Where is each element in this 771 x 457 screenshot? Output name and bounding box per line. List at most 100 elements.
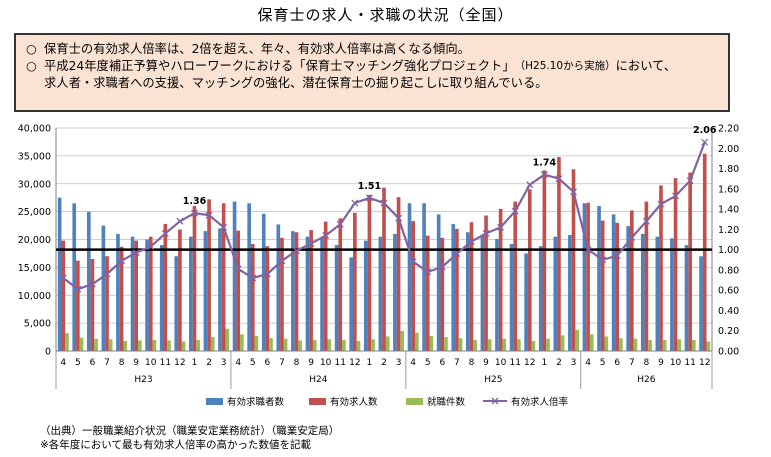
bar-placements: [458, 338, 463, 351]
x-tick-label: 5: [75, 358, 81, 368]
bar-seekers: [684, 245, 689, 351]
y-left-tick-label: 15,000: [18, 263, 51, 274]
bar-seekers: [305, 236, 310, 351]
bar-placements: [283, 338, 288, 351]
y-right-tick-label: 0.40: [718, 306, 739, 317]
bar-seekers: [597, 206, 601, 351]
x-tick-label: 8: [644, 358, 650, 368]
bar-seekers: [640, 233, 645, 351]
bar-openings: [513, 201, 518, 351]
ratio-marker: [497, 223, 505, 231]
bullet-mark: ○: [26, 42, 37, 56]
ratio-marker: [176, 217, 184, 225]
bar-seekers: [72, 203, 77, 351]
year-label: H26: [637, 375, 655, 385]
bar-placements: [662, 339, 667, 351]
bar-placements: [487, 339, 492, 351]
x-tick-label: 1: [541, 358, 547, 368]
bar-openings: [76, 260, 80, 351]
bar-seekers: [480, 235, 485, 351]
ratio-marker: [424, 268, 432, 276]
bar-openings: [396, 197, 401, 351]
ratio-marker: [526, 181, 534, 189]
bar-openings: [673, 178, 678, 351]
bar-seekers: [86, 211, 91, 351]
y-left-tick-label: 5,000: [24, 319, 51, 330]
bar-openings: [163, 223, 168, 351]
bar-openings: [688, 172, 692, 351]
bar-openings: [61, 240, 66, 351]
bar-openings: [338, 218, 343, 351]
bar-seekers: [655, 236, 660, 351]
data-label: 1.36: [183, 196, 207, 207]
bar-openings: [178, 229, 182, 351]
bar-placements: [312, 339, 317, 351]
ratio-marker: [686, 177, 694, 185]
x-tick-label: 5: [425, 358, 431, 368]
bar-openings: [440, 237, 445, 351]
bar-placements: [531, 340, 536, 351]
x-tick-label: 4: [585, 358, 591, 368]
bar-openings: [702, 153, 707, 351]
x-tick-label: 8: [119, 358, 125, 368]
bar-openings: [119, 246, 124, 351]
ratio-marker: [234, 265, 242, 273]
bar-openings: [323, 221, 328, 351]
bar-placements: [633, 338, 638, 351]
legend: 有効求職者数 有効求人数 就職件数 有効求人倍率: [206, 396, 569, 408]
ratio-marker: [642, 217, 650, 225]
x-tick-label: 11: [509, 358, 520, 368]
bar-placements: [342, 339, 346, 351]
chart-labels: 0 5,000 10,000 15,000 20,000 25,000 30,000 35,0…: [18, 124, 739, 386]
ratio-marker: [570, 188, 577, 196]
bar-openings: [250, 243, 255, 351]
bar-seekers: [524, 253, 528, 351]
ratio-marker: [161, 229, 169, 237]
summary-text-2b: において、: [615, 59, 677, 73]
bar-placements: [79, 337, 84, 351]
ratio-marker: [438, 263, 446, 271]
legend-label: 就職件数: [427, 396, 466, 408]
ratio-marker: [118, 257, 126, 265]
y-right-tick-label: 0.00: [718, 347, 739, 358]
bar-seekers: [538, 246, 543, 351]
bar-placements: [269, 338, 273, 351]
bar-openings: [148, 236, 153, 351]
x-tick-label: 11: [684, 358, 695, 368]
legend-item: 就職件数: [406, 396, 466, 408]
bar-placements: [152, 339, 157, 351]
bar-openings: [630, 210, 634, 351]
bar-placements: [94, 338, 98, 351]
bar-openings: [498, 208, 503, 351]
bar-placements: [210, 337, 215, 351]
bar-placements: [167, 340, 171, 351]
y-left-tick-label: 10,000: [18, 291, 51, 302]
bar-openings: [294, 232, 299, 351]
ratio-marker: [380, 199, 388, 207]
bar-openings: [207, 199, 211, 351]
y-right-tick-label: 1.20: [718, 225, 739, 236]
bar-placements: [648, 339, 652, 351]
x-tick-label: 5: [600, 358, 606, 368]
bar-seekers: [174, 256, 179, 351]
legend-item: 有効求人倍率: [483, 396, 569, 408]
bar-placements: [619, 338, 623, 351]
ratio-marker: [220, 223, 228, 231]
x-tick-label: 9: [308, 358, 314, 368]
bar-openings: [236, 230, 241, 351]
bar-openings: [469, 222, 474, 351]
ratio-marker: [59, 274, 67, 282]
summary-line-2: ○ 平成24年度補正予算やハローワークにおける「保育士マッチング強化プロジェクト…: [26, 58, 718, 75]
x-tick-label: 3: [571, 358, 577, 368]
bar-placements: [371, 339, 375, 351]
x-tick-label: 11: [335, 358, 346, 368]
x-tick-label: 2: [556, 358, 562, 368]
bar-placements: [502, 338, 507, 351]
ratio-marker: [293, 247, 300, 255]
x-tick-label: 10: [670, 358, 682, 368]
x-tick-label: 7: [279, 358, 285, 368]
legend-label: 有効求職者数: [227, 396, 285, 408]
bar-seekers: [218, 228, 222, 351]
bar-seekers: [189, 236, 193, 351]
bar-placements: [429, 335, 434, 351]
